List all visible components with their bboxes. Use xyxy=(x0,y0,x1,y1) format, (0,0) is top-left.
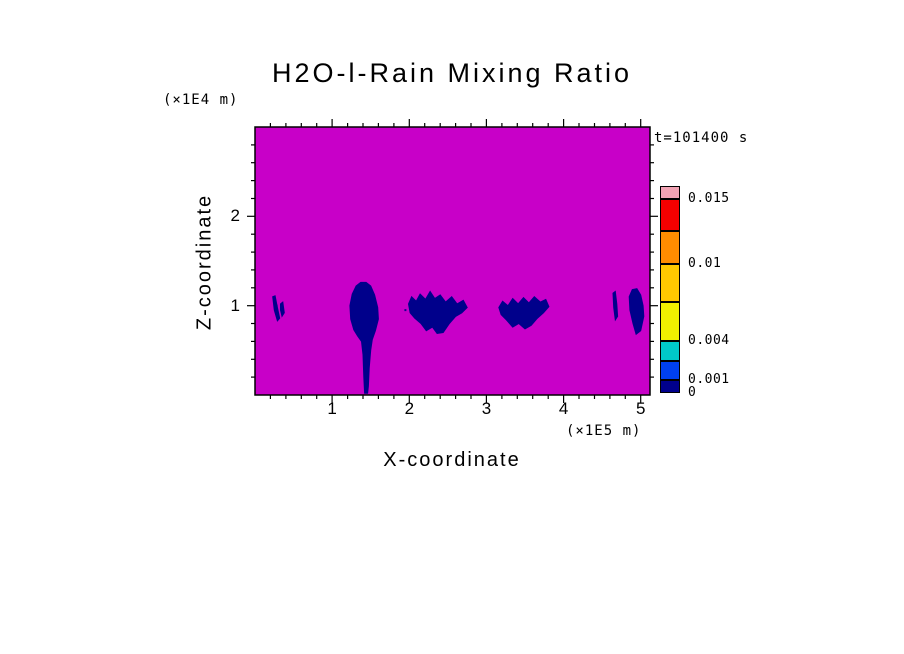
x-axis-unit-label: (×1E5 m) xyxy=(566,423,642,439)
colorbar-block xyxy=(660,360,680,381)
z-tick-label: 1 xyxy=(230,295,240,315)
colorbar-tick-label: 0.001 xyxy=(688,372,730,388)
rain-region-1b xyxy=(280,301,285,318)
rain-shaft-2 xyxy=(349,281,379,394)
colorbar xyxy=(660,186,680,393)
rain-region-3 xyxy=(407,290,468,334)
field-speckle xyxy=(275,304,278,307)
field-speckle xyxy=(541,307,543,310)
timestamp-label: t=101400 s xyxy=(654,130,749,146)
field-speckle xyxy=(440,315,443,318)
field-speckle xyxy=(404,309,407,312)
z-axis-unit-label: (×1E4 m) xyxy=(163,92,239,108)
x-axis-title: X-coordinate xyxy=(383,449,521,471)
x-tick-label: 5 xyxy=(636,399,646,418)
x-tick-label: 2 xyxy=(404,399,415,418)
field-speckle xyxy=(453,309,455,312)
colorbar-block xyxy=(660,302,680,342)
z-tick-label: 2 xyxy=(230,206,240,226)
rain-region-1 xyxy=(272,295,281,322)
rain-region-4 xyxy=(498,295,550,330)
x-tick-label: 4 xyxy=(558,399,569,418)
field-speckle xyxy=(458,307,461,310)
colorbar-tick-label: 0.01 xyxy=(688,255,722,271)
x-tick-label: 3 xyxy=(481,399,492,418)
field-speckle xyxy=(508,311,511,314)
field-speckle xyxy=(412,304,415,307)
colorbar-block xyxy=(660,186,680,199)
colorbar-tick-label: 0.015 xyxy=(688,190,730,206)
rain-region-6 xyxy=(628,288,645,336)
colorbar-block xyxy=(660,380,680,393)
colorbar-block xyxy=(660,263,680,303)
field-speckle xyxy=(504,309,506,312)
colorbar-tick-label: 0 xyxy=(688,385,697,400)
contour-plot xyxy=(247,119,658,403)
colorbar-block xyxy=(660,231,680,264)
field-background xyxy=(255,127,650,395)
colorbar-tick-label: 0.004 xyxy=(688,333,730,349)
field-speckle xyxy=(446,309,449,312)
field-speckle xyxy=(354,313,357,316)
plot-frame xyxy=(254,126,651,396)
colorbar-block xyxy=(660,341,680,361)
field-speckle xyxy=(435,300,438,303)
x-tick-label: 1 xyxy=(327,399,337,418)
field-speckle xyxy=(531,309,534,312)
field-speckle xyxy=(416,309,418,312)
chart-title: H2O-l-Rain Mixing Ratio xyxy=(271,58,633,88)
field-speckle xyxy=(423,313,426,316)
axis-ticks xyxy=(247,119,658,403)
rain-streak-5 xyxy=(612,290,619,322)
colorbar-block xyxy=(660,198,680,232)
field-speckle xyxy=(371,309,374,312)
field-speckle xyxy=(520,313,523,316)
field-speckle xyxy=(632,304,634,307)
